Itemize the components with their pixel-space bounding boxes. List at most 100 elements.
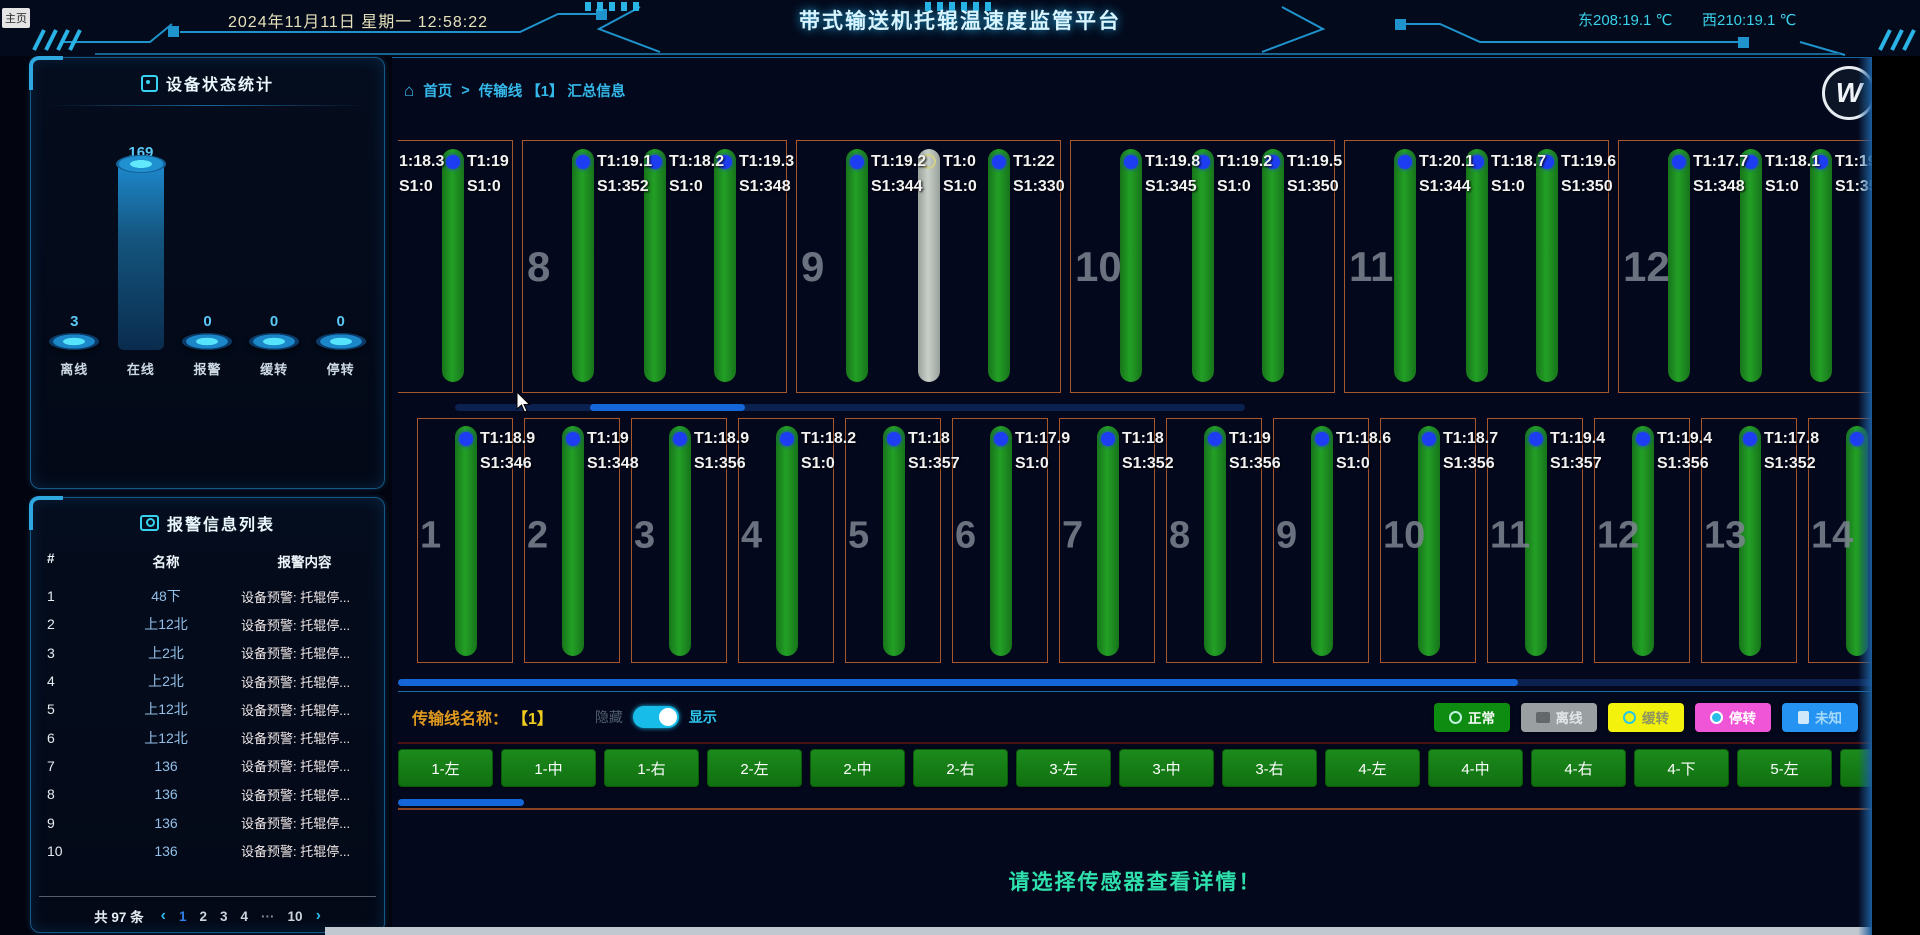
sensor-button[interactable]: 4-下 (1634, 749, 1729, 787)
roller-bar[interactable]: T1:19.2 S1:0 (1192, 149, 1272, 382)
sensor-dot (1208, 432, 1222, 446)
roller-capsule-offline (918, 149, 940, 382)
sensor-button[interactable]: 2-右 (913, 749, 1008, 787)
sensor-dot (1398, 155, 1412, 169)
alarm-row[interactable]: 7 136 设备预警: 托辊停... (47, 757, 351, 775)
group-number: 11 (1490, 514, 1531, 557)
roller-bar[interactable]: T1:18.1 S1:0 (1740, 149, 1820, 382)
device-status-chart: 3 离线 169 在线 0 报警 0 缓转 0 停转 (41, 126, 374, 378)
button-row-scrollbar[interactable] (398, 799, 524, 806)
roller-bar[interactable]: T1:19 S1:356 (1204, 426, 1281, 656)
sensor-button[interactable]: 4-中 (1428, 749, 1523, 787)
roller-bar[interactable]: T1:19.4 S1:356 (1632, 426, 1712, 656)
roller-bar[interactable]: T1:18.2 S1:0 (644, 149, 724, 382)
roller-bar[interactable]: T1:17.8 S1:352 (1739, 426, 1819, 656)
alarm-row[interactable]: 6 上12北 设备预警: 托辊停... (47, 729, 351, 747)
prev-page-button[interactable]: ‹ (160, 907, 166, 924)
alarm-row[interactable]: 3 上2北 设备预警: 托辊停... (47, 644, 351, 662)
sensor-button[interactable]: 5-左 (1737, 749, 1832, 787)
alarm-row[interactable]: 1 48下 设备预警: 托辊停... (47, 588, 351, 605)
select-sensor-hint: 请选择传感器查看详情！ (1008, 871, 1262, 894)
roller-bar[interactable]: T1:18.7 S1:0 (1466, 149, 1546, 382)
sensor-button[interactable]: 1-右 (604, 749, 699, 787)
sensor-button[interactable]: 1-左 (398, 749, 493, 787)
roller-bar[interactable]: T1:17.9 S1:0 (990, 426, 1070, 656)
sensor-button[interactable]: 2-中 (810, 749, 905, 787)
sensor-button[interactable]: 3-中 (1119, 749, 1214, 787)
next-page-button[interactable]: › (315, 907, 321, 924)
window-horizontal-scrollbar[interactable] (325, 927, 1872, 935)
roller-bar[interactable]: T1:19.8 S1:345 (1120, 149, 1200, 382)
roller-bar[interactable]: T1:18.9 S1:346 (455, 426, 535, 656)
page-1[interactable]: 1 (178, 908, 187, 924)
group-number: 9 (801, 242, 825, 290)
sensor-button[interactable]: 1-中 (501, 749, 596, 787)
sensor-dot (1266, 155, 1280, 169)
alarm-row[interactable]: 2 上12北 设备预警: 托辊停... (47, 616, 351, 633)
legend-unknown-button[interactable]: 未知 (1782, 702, 1858, 732)
legend-stop-button[interactable]: 停转 (1695, 702, 1771, 732)
roller-capsule-normal (1097, 426, 1119, 656)
legend-slow-button[interactable]: 缓转 (1608, 702, 1684, 732)
sensor-button[interactable]: 3-右 (1222, 749, 1317, 787)
legend-normal-button[interactable]: 正常 (1434, 702, 1510, 732)
stopped-disc (315, 333, 366, 350)
sensor-button[interactable]: 4-右 (1531, 749, 1626, 787)
roller-bar[interactable]: 1:18.3 S1:0 (399, 153, 445, 195)
page-2[interactable]: 2 (199, 908, 207, 924)
sensor-button[interactable]: 3-左 (1016, 749, 1111, 787)
breadcrumb-separator: > (461, 82, 470, 99)
chart-bar-online: 169 在线 (108, 126, 175, 378)
roller-bar[interactable]: T1:22 S1:330 (988, 149, 1065, 382)
roller-bar[interactable]: T1:19.5 S1:350 (1262, 149, 1342, 382)
roller-bar[interactable]: T1:18.9 S1:356 (669, 426, 749, 656)
scrollbar-thumb[interactable] (398, 679, 1518, 686)
offline-label: 离线 (60, 362, 89, 377)
roller-bar[interactable]: T1:18 S1:357 (883, 426, 960, 656)
roller-bar[interactable]: T1:18.2 S1:0 (776, 426, 856, 656)
alarm-row[interactable]: 8 136 设备预警: 托辊停... (47, 786, 351, 803)
alarm-row[interactable]: 9 136 设备预警: 托辊停... (47, 814, 351, 832)
group-number: 4 (741, 514, 763, 557)
toggle-knob[interactable] (658, 708, 677, 726)
roller-bar[interactable]: T1:19 S1:348 (562, 426, 639, 656)
roller-bar[interactable]: T1:17.7 S1:348 (1668, 149, 1748, 382)
roller-bar[interactable]: T1:18.6 S1:0 (1311, 426, 1391, 656)
sensor-group: 1 T1:18.9 S1:346 (417, 418, 535, 663)
roller-capsule-normal (669, 426, 691, 656)
roller-bar[interactable]: T1:19.4 S1:357 (1525, 426, 1605, 656)
sensor-button[interactable]: 2-左 (707, 749, 802, 787)
home-tab[interactable]: 主页 (2, 8, 30, 28)
legend-offline-button[interactable]: 离线 (1521, 702, 1597, 732)
roller-capsule-normal (1632, 426, 1654, 656)
roller-capsule-normal (1394, 149, 1416, 382)
roller-bar[interactable]: T1:19.2 S1:344 (846, 149, 926, 382)
alarm-value: 0 (203, 313, 212, 330)
roller-bar[interactable]: T1:19 S1:0 (442, 149, 509, 382)
sensor-button[interactable]: 4-左 (1325, 749, 1420, 787)
roller-bar[interactable]: T1:20.1 S1:344 (1394, 149, 1474, 382)
roller-bar[interactable]: T1:19.6 S1:350 (1536, 149, 1616, 382)
breadcrumb-home[interactable]: 首页 (423, 84, 453, 100)
page-4[interactable]: 4 (240, 908, 249, 924)
alarm-row[interactable]: 5 上12北 设备预警: 托辊停... (47, 701, 351, 718)
roller-bar[interactable]: T1:18.7 S1:356 (1418, 426, 1498, 656)
top-row-scrollbar[interactable] (455, 404, 1245, 411)
col-index: # (47, 551, 55, 566)
roller-bar[interactable]: T1:18 S1:352 (1097, 426, 1174, 656)
alarm-row[interactable]: 4 上2北 设备预警: 托辊停... (47, 673, 351, 690)
bottom-row-scrollbar[interactable] (398, 679, 1872, 686)
sensor-dot (1101, 432, 1115, 446)
scrollbar-thumb[interactable] (590, 404, 745, 411)
group-number: 5 (848, 514, 870, 557)
page-3[interactable]: 3 (220, 908, 228, 924)
roller-bar[interactable]: T1:0 S1:0 (918, 149, 977, 382)
offline-value: 3 (70, 313, 79, 330)
show-hide-toggle[interactable] (632, 706, 679, 728)
roller-bar[interactable]: T1:19.3 S1:348 (714, 149, 794, 382)
sensor-group: 4 T1:18.2 S1:0 (738, 418, 856, 663)
conveyor-line-bar: 传输线名称： 【1】 隐藏 显示 正常 离线 缓转 停转 未知 (398, 691, 1872, 744)
alarm-row[interactable]: 10 136 设备预警: 托辊停... (47, 842, 351, 860)
page-10[interactable]: 10 (287, 908, 303, 924)
roller-bar[interactable]: T1:19.1 S1:352 (572, 149, 652, 382)
